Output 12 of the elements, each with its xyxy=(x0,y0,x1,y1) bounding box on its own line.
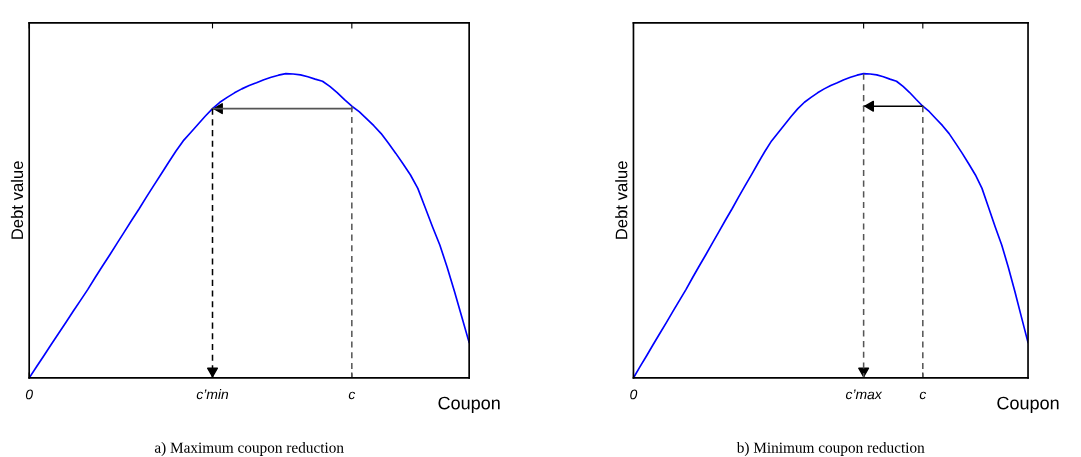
x-tick-label: c’max xyxy=(845,389,883,400)
x-tick-label: c’min xyxy=(196,389,229,400)
x-tick-label: c xyxy=(919,391,927,400)
text: a) Maximum coupon reduction xyxy=(154,442,344,456)
x-tick-label: 0 xyxy=(25,389,33,400)
x-axis-title: Coupon xyxy=(997,396,1059,413)
x-axis-title: Coupon xyxy=(438,396,500,413)
y-axis-title: Debt value xyxy=(10,161,24,239)
x-tick-label: c xyxy=(348,391,356,400)
text: b) Minimum coupon reduction xyxy=(736,442,925,456)
x-tick-label: 0 xyxy=(630,389,638,400)
y-axis-title: Debt value xyxy=(615,161,628,239)
